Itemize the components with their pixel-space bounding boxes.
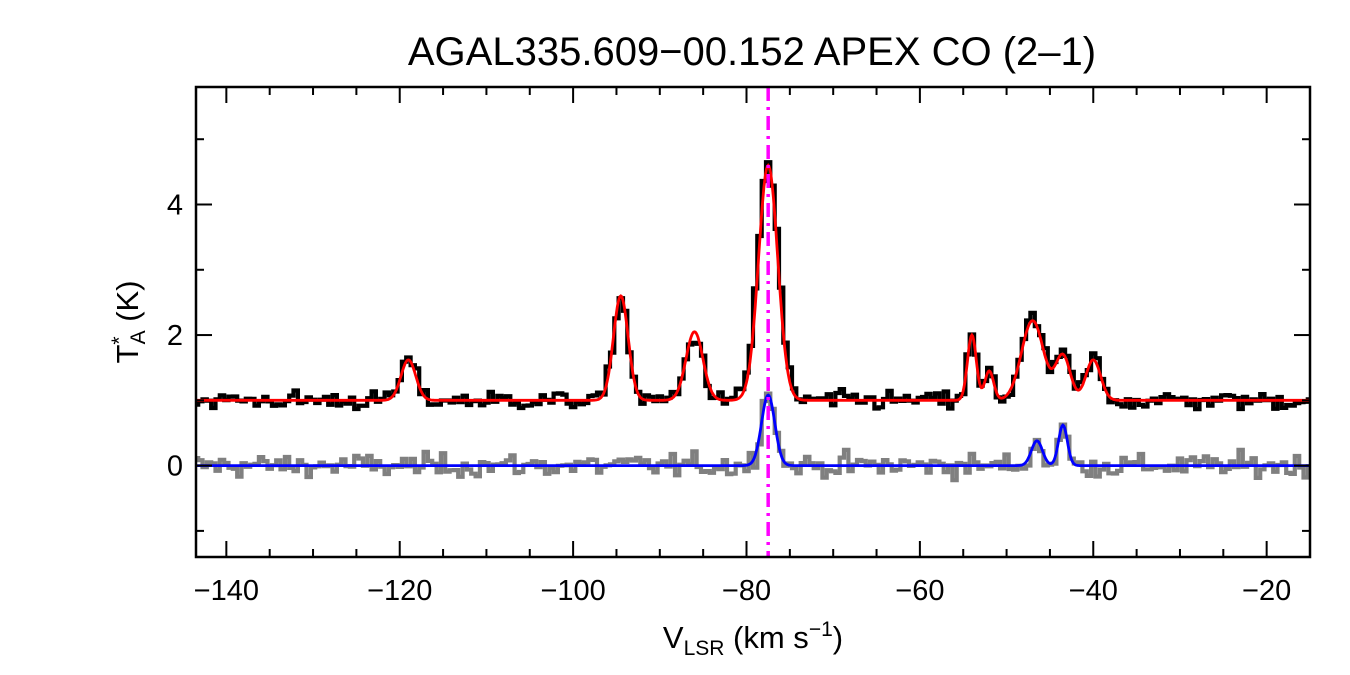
x-tick-label: −80 [722,575,771,607]
x-axis-label-sub: LSR [684,637,725,660]
y-tick-label: 0 [167,451,183,483]
y-axis-label: T*A (K) [108,280,150,363]
tick-labels-group: −140 −120 −100 −80 −60 −40 −20 0 2 4 [167,190,1291,608]
x-axis-label: VLSR (km s−1) [663,618,843,660]
x-tick-label: −20 [1242,575,1291,607]
y-axis-label-sub: A [127,330,150,344]
plot-frame-group [194,85,1312,559]
observed-fit-line [196,163,1310,402]
x-axis-label-unit-close: ) [833,620,843,655]
x-axis-label-unit: (km s [724,620,808,655]
x-tick-label: −140 [194,575,259,607]
observed-spectrum-line [196,160,1310,412]
y-tick-label: 4 [167,190,183,222]
y-axis-label-sup: * [108,336,131,344]
y-axis-label-unit: (K) [110,280,145,330]
x-axis-label-unit-exponent: −1 [809,618,833,641]
chart-title: AGAL335.609−00.152 APEX CO (2–1) [408,30,1096,74]
x-tick-label: −120 [367,575,432,607]
y-tick-label: 2 [167,320,183,352]
residual-fit-line [196,393,1310,467]
spectra-group [196,160,1310,483]
y-axis-label-main: T [110,345,145,364]
ticks-group [196,87,1311,557]
x-tick-label: −60 [895,575,944,607]
x-tick-label: −40 [1069,575,1118,607]
x-tick-label: −100 [540,575,605,607]
x-axis-label-main: V [663,620,684,655]
plot-frame [194,85,1312,559]
